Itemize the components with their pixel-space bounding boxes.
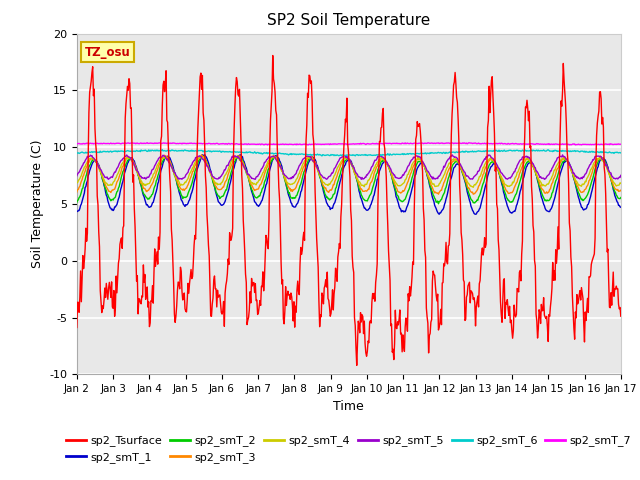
sp2_Tsurface — [83, 239, 90, 244]
sp2_smT_4 — [161, 154, 169, 159]
X-axis label: Time: Time — [333, 400, 364, 413]
sp2_smT_5 — [223, 163, 230, 169]
sp2_smT_4 — [139, 181, 147, 187]
sp2_smT_7 — [223, 142, 231, 147]
sp2_smT_4 — [73, 180, 81, 186]
sp2_smT_5 — [194, 154, 202, 160]
sp2_smT_1 — [617, 204, 625, 210]
Line: sp2_smT_1: sp2_smT_1 — [77, 155, 621, 214]
sp2_smT_6 — [195, 148, 202, 154]
sp2_smT_4 — [223, 168, 231, 174]
sp2_smT_7 — [195, 141, 202, 146]
sp2_smT_5 — [431, 176, 439, 182]
sp2_smT_6 — [617, 150, 625, 156]
Line: sp2_smT_2: sp2_smT_2 — [77, 156, 621, 204]
sp2_Tsurface — [194, 125, 202, 131]
sp2_Tsurface — [433, 292, 440, 298]
sp2_smT_1 — [416, 162, 424, 168]
sp2_smT_6 — [83, 150, 90, 156]
sp2_Tsurface — [617, 313, 625, 319]
sp2_smT_2 — [435, 201, 442, 207]
sp2_smT_6 — [159, 147, 166, 153]
sp2_smT_5 — [448, 152, 456, 158]
sp2_smT_2 — [431, 196, 439, 202]
sp2_smT_3 — [73, 189, 81, 195]
sp2_smT_4 — [83, 161, 90, 167]
Title: SP2 Soil Temperature: SP2 Soil Temperature — [267, 13, 431, 28]
sp2_smT_2 — [194, 161, 202, 167]
sp2_smT_6 — [139, 148, 147, 154]
Line: sp2_smT_7: sp2_smT_7 — [77, 143, 621, 145]
Line: sp2_Tsurface: sp2_Tsurface — [77, 56, 621, 365]
sp2_smT_7 — [417, 141, 424, 146]
sp2_Tsurface — [73, 324, 81, 330]
sp2_smT_7 — [83, 140, 90, 146]
sp2_smT_4 — [431, 183, 439, 189]
sp2_Tsurface — [417, 128, 424, 134]
sp2_smT_7 — [264, 142, 271, 148]
sp2_smT_4 — [416, 156, 424, 162]
sp2_smT_5 — [617, 172, 625, 178]
sp2_smT_1 — [139, 190, 147, 195]
sp2_smT_7 — [433, 140, 440, 146]
sp2_smT_2 — [83, 171, 90, 177]
sp2_smT_7 — [617, 141, 625, 147]
sp2_smT_6 — [433, 150, 440, 156]
sp2_smT_1 — [83, 180, 90, 186]
sp2_smT_1 — [194, 165, 202, 170]
sp2_smT_3 — [139, 183, 147, 189]
Legend: sp2_Tsurface, sp2_smT_1, sp2_smT_2, sp2_smT_3, sp2_smT_4, sp2_smT_5, sp2_smT_6, : sp2_Tsurface, sp2_smT_1, sp2_smT_2, sp2_… — [62, 431, 636, 468]
sp2_smT_1 — [201, 152, 209, 157]
Line: sp2_smT_6: sp2_smT_6 — [77, 150, 621, 156]
sp2_smT_1 — [431, 204, 439, 210]
sp2_smT_3 — [416, 156, 424, 162]
sp2_smT_2 — [223, 187, 230, 192]
sp2_smT_6 — [417, 150, 424, 156]
sp2_smT_2 — [617, 195, 625, 201]
sp2_smT_5 — [83, 156, 90, 161]
sp2_smT_1 — [472, 211, 479, 217]
Text: TZ_osu: TZ_osu — [85, 46, 131, 59]
sp2_Tsurface — [269, 53, 276, 59]
sp2_smT_3 — [194, 156, 202, 162]
sp2_smT_6 — [73, 150, 81, 156]
sp2_smT_3 — [431, 189, 439, 195]
sp2_Tsurface — [139, 294, 147, 300]
sp2_smT_2 — [234, 153, 242, 159]
sp2_smT_1 — [223, 191, 231, 197]
sp2_smT_4 — [469, 184, 477, 190]
Line: sp2_smT_3: sp2_smT_3 — [77, 155, 621, 194]
sp2_smT_3 — [223, 175, 231, 180]
Line: sp2_smT_4: sp2_smT_4 — [77, 156, 621, 187]
sp2_smT_5 — [416, 154, 424, 160]
sp2_smT_6 — [223, 149, 231, 155]
sp2_smT_3 — [83, 164, 90, 170]
sp2_smT_3 — [617, 187, 625, 193]
sp2_Tsurface — [223, 278, 230, 284]
sp2_smT_1 — [73, 209, 81, 215]
sp2_smT_4 — [195, 155, 202, 161]
sp2_smT_5 — [358, 177, 365, 182]
sp2_smT_2 — [73, 199, 81, 205]
sp2_smT_7 — [143, 140, 151, 145]
Line: sp2_smT_5: sp2_smT_5 — [77, 155, 621, 180]
sp2_smT_3 — [198, 152, 205, 157]
sp2_smT_3 — [469, 192, 477, 197]
sp2_smT_7 — [139, 141, 147, 146]
sp2_smT_7 — [73, 141, 81, 146]
sp2_smT_6 — [318, 153, 326, 159]
sp2_smT_2 — [139, 189, 147, 194]
sp2_smT_5 — [73, 173, 81, 179]
sp2_smT_5 — [139, 175, 147, 180]
sp2_smT_4 — [617, 180, 625, 186]
Y-axis label: Soil Temperature (C): Soil Temperature (C) — [31, 140, 44, 268]
sp2_smT_2 — [416, 159, 424, 165]
sp2_Tsurface — [353, 362, 360, 368]
